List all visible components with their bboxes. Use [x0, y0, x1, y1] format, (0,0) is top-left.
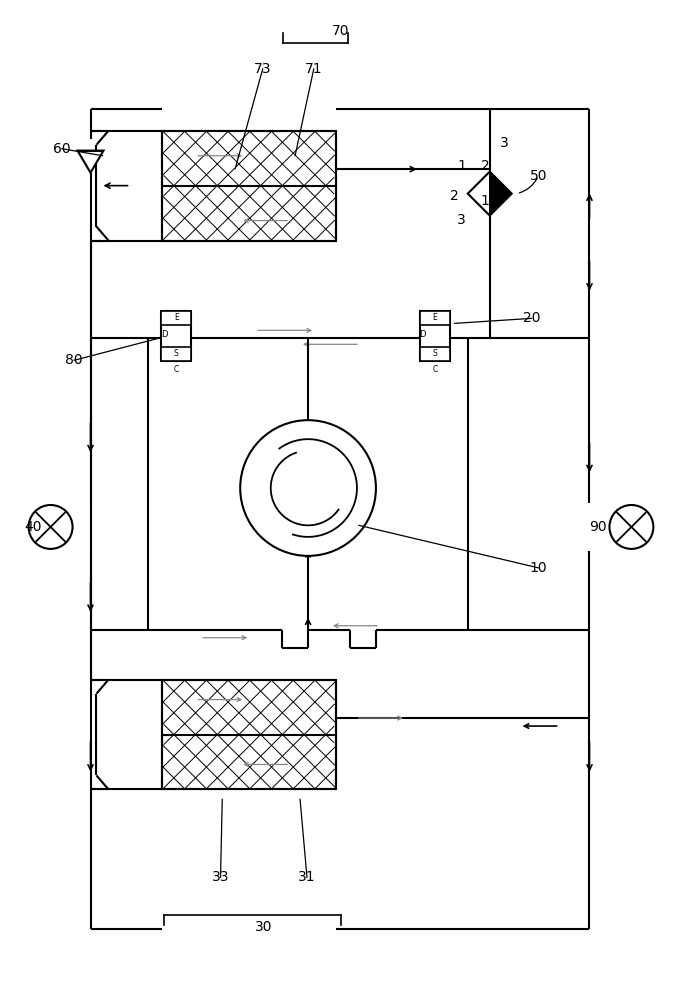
- Bar: [420, 347, 449, 361]
- Text: D: D: [419, 330, 426, 339]
- Bar: [420, 311, 449, 361]
- Text: D: D: [161, 330, 168, 339]
- Text: 73: 73: [254, 62, 271, 76]
- Text: C: C: [432, 365, 437, 374]
- Text: C: C: [174, 365, 179, 374]
- Bar: [162, 680, 336, 789]
- Text: 31: 31: [298, 870, 316, 884]
- Text: 30: 30: [255, 920, 273, 934]
- Text: E: E: [174, 313, 179, 322]
- Text: 10: 10: [529, 561, 547, 575]
- Text: S: S: [432, 349, 437, 358]
- Circle shape: [610, 505, 653, 549]
- Text: 1: 1: [458, 159, 466, 173]
- Bar: [420, 311, 449, 325]
- Text: 71: 71: [305, 62, 323, 76]
- Text: 80: 80: [65, 353, 83, 367]
- Bar: [162, 311, 192, 325]
- Bar: [162, 131, 336, 241]
- Text: E: E: [432, 313, 437, 322]
- Bar: [162, 347, 192, 361]
- Text: 60: 60: [53, 142, 71, 156]
- Bar: [162, 680, 336, 789]
- Text: 3: 3: [458, 213, 466, 227]
- Text: 2: 2: [481, 159, 490, 173]
- Circle shape: [29, 505, 72, 549]
- Text: 20: 20: [523, 311, 540, 325]
- Text: S: S: [174, 349, 179, 358]
- Text: 90: 90: [589, 520, 606, 534]
- Text: 70: 70: [332, 24, 350, 38]
- Bar: [162, 311, 192, 361]
- Bar: [162, 131, 336, 241]
- Text: 50: 50: [530, 169, 547, 183]
- Text: 2: 2: [450, 189, 459, 203]
- Polygon shape: [468, 172, 512, 216]
- Text: 33: 33: [212, 870, 229, 884]
- Text: 3: 3: [500, 136, 509, 150]
- Circle shape: [240, 420, 376, 556]
- Text: 1: 1: [481, 194, 490, 208]
- Polygon shape: [490, 172, 512, 216]
- Text: 40: 40: [24, 520, 42, 534]
- Polygon shape: [78, 151, 104, 173]
